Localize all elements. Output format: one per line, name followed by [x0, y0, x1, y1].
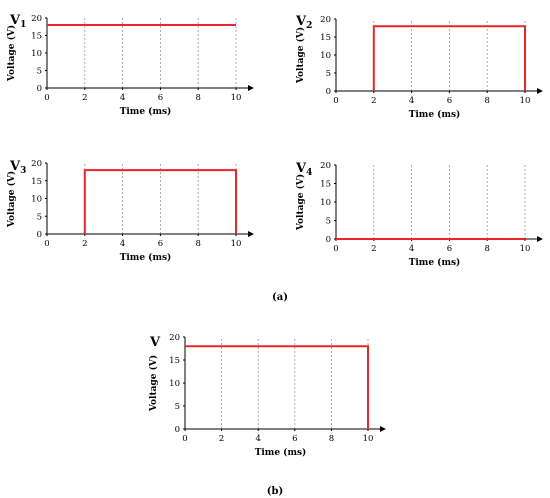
- y-axis-title: Voltage (V): [6, 25, 17, 82]
- y-tick-label: 20: [31, 159, 42, 169]
- y-tick-label: 15: [320, 33, 331, 43]
- y-tick-label: 15: [31, 177, 42, 187]
- y-tick-label: 20: [320, 161, 331, 171]
- x-tick-label: 10: [520, 244, 531, 254]
- x-tick-label: 8: [195, 93, 200, 103]
- x-tick-label: 6: [292, 434, 297, 444]
- x-tick-label: 2: [82, 93, 87, 103]
- voltage-trace: [185, 345, 369, 429]
- y-tick-label: 5: [37, 67, 42, 77]
- chart-v2: 0 2 4 6 8 10 0 5 10 15 20 Time (ms) Voltage (V)V2: [295, 14, 543, 120]
- chart-v1: 0 2 4 6 8 10 0 5 10 15 20 Time (ms) Voltage (V)V1: [6, 13, 254, 117]
- x-tick-label: 0: [182, 434, 187, 444]
- y-tick-label: 15: [320, 180, 331, 190]
- x-tick-label: 2: [371, 96, 376, 106]
- caption-a: (a): [272, 292, 288, 303]
- panel-label-subscript: 3: [20, 166, 26, 176]
- y-tick-label: 20: [320, 15, 331, 25]
- y-tick-label: 5: [37, 212, 42, 222]
- y-tick-label: 15: [31, 32, 42, 42]
- y-tick-label: 5: [326, 217, 331, 227]
- y-axis-title: Voltage (V): [295, 174, 306, 231]
- voltage-trace: [372, 25, 526, 91]
- y-tick-label: 10: [31, 49, 42, 59]
- y-tick-label: 5: [175, 402, 180, 412]
- panel-label: V2: [295, 14, 312, 31]
- panel-label-subscript: 4: [306, 168, 312, 178]
- y-tick-label: 0: [37, 84, 42, 94]
- y-tick-label: 15: [169, 356, 180, 366]
- caption-b: (b): [267, 486, 283, 497]
- x-axis-title: Time (ms): [120, 106, 172, 117]
- y-tick-label: 0: [37, 230, 42, 240]
- x-tick-label: 6: [447, 96, 452, 106]
- x-tick-label: 10: [520, 96, 531, 106]
- x-tick-label: 10: [231, 239, 242, 249]
- x-tick-label: 2: [82, 239, 87, 249]
- y-axis-title: Voltage (V): [295, 27, 306, 84]
- y-tick-label: 10: [320, 51, 331, 61]
- x-axis-title: Time (ms): [120, 252, 172, 263]
- x-tick-label: 2: [371, 244, 376, 254]
- x-tick-label: 0: [333, 96, 338, 106]
- panel-label: V: [149, 335, 161, 350]
- x-axis-title: Time (ms): [255, 447, 307, 458]
- y-tick-label: 0: [326, 235, 331, 245]
- x-tick-label: 6: [158, 93, 163, 103]
- x-tick-label: 6: [158, 239, 163, 249]
- x-tick-label: 2: [219, 434, 224, 444]
- x-tick-label: 0: [44, 93, 49, 103]
- voltage-trace: [83, 169, 237, 234]
- chart-v4: 0 2 4 6 8 10 0 5 10 15 20 Time (ms) Voltage (V)V4: [295, 161, 543, 268]
- y-tick-label: 10: [31, 195, 42, 205]
- x-axis-title: Time (ms): [409, 257, 461, 268]
- x-tick-label: 8: [484, 244, 489, 254]
- panel-label: V1: [9, 13, 26, 30]
- x-axis-arrow-icon: [248, 231, 254, 237]
- panel-label: V3: [9, 159, 26, 176]
- y-tick-label: 0: [175, 425, 180, 435]
- x-tick-label: 4: [409, 96, 414, 106]
- y-tick-label: 20: [31, 14, 42, 24]
- panel-label: V4: [295, 161, 312, 178]
- x-tick-label: 10: [231, 93, 242, 103]
- x-tick-label: 4: [255, 434, 260, 444]
- x-axis-arrow-icon: [537, 236, 543, 242]
- x-tick-label: 4: [120, 239, 125, 249]
- y-axis-title: Voltage (V): [6, 171, 17, 228]
- x-tick-label: 10: [363, 434, 374, 444]
- panel-label-subscript: 1: [20, 20, 26, 30]
- x-tick-label: 4: [409, 244, 414, 254]
- y-tick-label: 0: [326, 87, 331, 97]
- y-tick-label: 10: [169, 379, 180, 389]
- x-axis-arrow-icon: [380, 426, 386, 432]
- chart-v: 0 2 4 6 8 10 0 5 10 15 20 Time (ms) Voltage (V) V: [148, 333, 386, 458]
- x-tick-label: 8: [484, 96, 489, 106]
- chart-v3: 0 2 4 6 8 10 0 5 10 15 20 Time (ms) Voltage (V)V3: [6, 159, 254, 263]
- y-axis-title: Voltage (V): [148, 355, 159, 412]
- x-tick-label: 8: [195, 239, 200, 249]
- x-axis-arrow-icon: [248, 85, 254, 91]
- y-tick-label: 10: [320, 198, 331, 208]
- x-tick-label: 0: [333, 244, 338, 254]
- x-axis-arrow-icon: [537, 88, 543, 94]
- y-tick-label: 20: [169, 333, 180, 343]
- x-axis-title: Time (ms): [409, 109, 461, 120]
- y-tick-label: 5: [326, 69, 331, 79]
- panel-label-subscript: 2: [306, 21, 312, 31]
- x-tick-label: 4: [120, 93, 125, 103]
- x-tick-label: 6: [447, 244, 452, 254]
- x-tick-label: 0: [44, 239, 49, 249]
- x-tick-label: 8: [329, 434, 334, 444]
